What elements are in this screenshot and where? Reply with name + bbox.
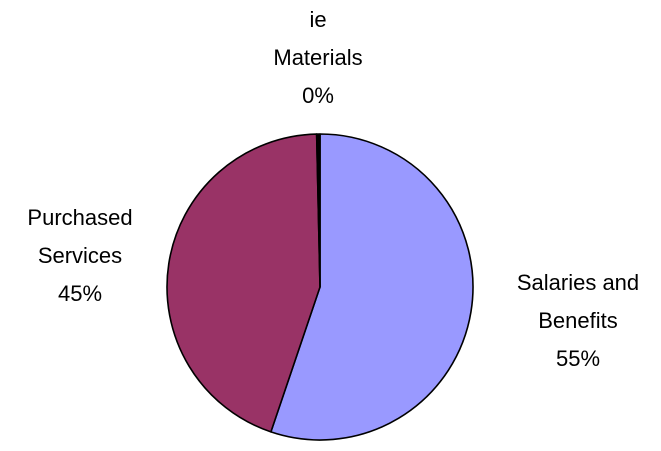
slice-category-label-1-line-0: Purchased (27, 205, 132, 230)
slice-category-label-0-line-1: Benefits (538, 308, 618, 333)
pie-slices (166, 133, 474, 441)
slice-category-label-2-line-0: ie (309, 7, 326, 32)
pie-slice-0 (270, 133, 474, 441)
slice-labels: Salaries and Benefits 55% Purchased Services… (27, 7, 639, 371)
pie-slice-1 (166, 133, 321, 433)
slice-percent-label-0: 55% (556, 346, 600, 371)
slice-percent-label-1: 45% (58, 281, 102, 306)
slice-category-label-2-line-1: Materials (273, 45, 362, 70)
pie-slice-2 (315, 133, 321, 288)
slice-category-label-0-line-0: Salaries and (517, 270, 639, 295)
slice-category-label-1-line-1: Services (38, 243, 122, 268)
slice-percent-label-2: 0% (302, 83, 334, 108)
